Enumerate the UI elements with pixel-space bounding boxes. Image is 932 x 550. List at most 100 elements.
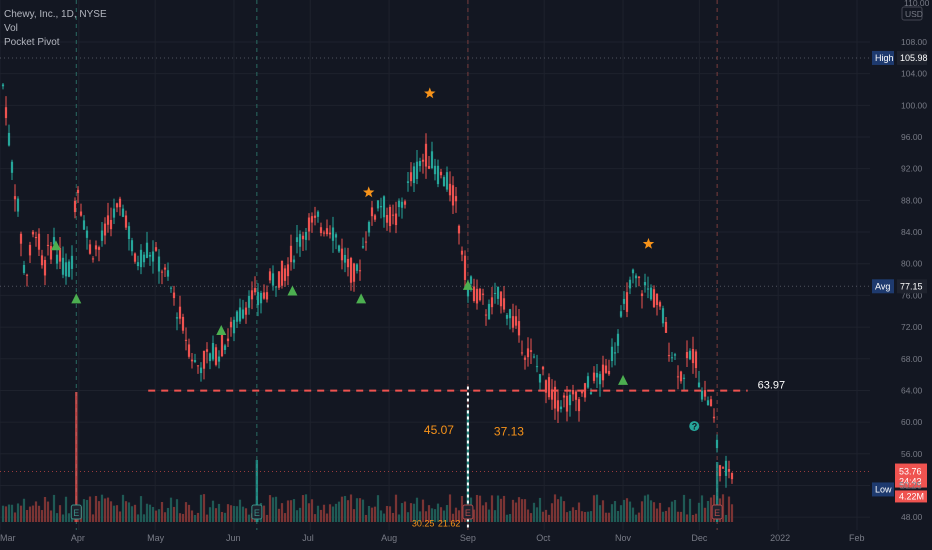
price-tick-label: 92.00 <box>901 164 923 174</box>
volume-bar <box>277 508 281 522</box>
time-tick-label: Jun <box>226 533 241 543</box>
volume-bar <box>688 498 692 522</box>
volume-spike <box>715 462 719 522</box>
volume-bar <box>445 505 449 522</box>
candle-body <box>382 196 386 218</box>
volume-bar <box>208 507 212 522</box>
earnings-badge-letter: E <box>465 508 471 518</box>
candle-body <box>202 350 206 369</box>
volume-spike <box>75 392 78 522</box>
volume-bar <box>37 505 41 522</box>
candle-body <box>85 230 89 238</box>
volume-bar <box>7 504 11 522</box>
volume-bar <box>367 505 371 522</box>
volume-bar <box>127 502 131 522</box>
candle-body <box>541 366 545 370</box>
volume-bar <box>310 499 314 522</box>
candle-body <box>301 235 305 240</box>
candle-body <box>64 262 68 277</box>
price-tick-label: 72.00 <box>901 322 923 332</box>
symbol-line[interactable]: Chewy, Inc., 1D, NYSE <box>4 9 107 20</box>
volume-bar <box>268 495 272 522</box>
volume-bar <box>337 501 341 522</box>
pocket-pivot-marker <box>216 325 227 336</box>
candle-body <box>343 254 347 263</box>
volume-bar <box>187 504 191 522</box>
candle-body <box>253 288 257 293</box>
volume-bar <box>286 500 290 522</box>
volume-bar <box>502 495 506 522</box>
volume-bar <box>475 494 479 522</box>
candle-body <box>529 350 533 352</box>
volume-bar <box>436 503 440 522</box>
volume-bar <box>613 501 617 522</box>
volume-bar <box>697 502 701 522</box>
volume-bar <box>340 496 344 522</box>
volume-bar <box>493 510 497 522</box>
price-tick-label: 100.00 <box>901 100 927 110</box>
volume-bar <box>481 505 485 522</box>
last-price-bg <box>895 463 927 488</box>
candle-body <box>670 357 674 359</box>
volume-bar <box>478 495 482 522</box>
volume-bar <box>724 514 728 522</box>
volume-bar <box>331 506 335 522</box>
volume-bar <box>487 509 491 522</box>
candle-body <box>511 316 515 328</box>
candle-body <box>667 355 671 357</box>
volume-bar <box>184 502 188 522</box>
candle-body <box>418 160 422 167</box>
volume-bar <box>547 514 551 522</box>
volume-bar <box>676 511 680 522</box>
candle-body <box>319 227 323 234</box>
candle-body <box>619 311 623 317</box>
candle-body <box>157 256 161 272</box>
support-line-label: 63.97 <box>758 380 786 392</box>
earnings-badge-letter: E <box>73 508 79 518</box>
candle-body <box>1 84 5 87</box>
candle-body <box>154 247 158 251</box>
candle-body <box>172 292 176 299</box>
avg-tag: Avg <box>875 281 890 291</box>
candle-body <box>589 392 593 395</box>
volume-bar <box>556 499 560 522</box>
candle-body <box>235 311 239 322</box>
earnings-badge <box>70 504 82 520</box>
volume-bar <box>553 494 557 522</box>
candle-body <box>178 306 182 319</box>
volume-bar <box>424 511 428 522</box>
candle-body <box>217 356 221 362</box>
candle-body <box>346 258 350 268</box>
candle-body <box>79 211 83 216</box>
indicator-label[interactable]: Pocket Pivot <box>4 37 60 48</box>
volume-bar <box>460 495 464 522</box>
candle-body <box>397 200 401 208</box>
candle-body <box>520 352 524 354</box>
volume-bar <box>220 511 224 522</box>
candle-body <box>352 263 356 282</box>
volume-bar <box>274 496 278 522</box>
candle-body <box>469 276 473 284</box>
volume-bar <box>349 494 353 522</box>
vol-label[interactable]: Vol <box>4 23 18 34</box>
volume-bar <box>691 514 695 522</box>
volume-bar <box>34 501 38 522</box>
volume-bar <box>103 498 107 522</box>
volume-bar <box>226 504 230 522</box>
candle-body <box>535 366 539 368</box>
candle-body <box>25 274 29 276</box>
candle-body <box>43 259 47 276</box>
star-marker <box>642 237 655 249</box>
candle-body <box>361 246 365 248</box>
candle-body <box>625 292 629 312</box>
volume-bar <box>88 496 92 522</box>
volume-bar <box>379 510 383 522</box>
volume-bar <box>241 506 245 522</box>
volume-bar <box>583 511 587 522</box>
price-tick-label: 96.00 <box>901 132 923 142</box>
candle-body <box>280 260 284 286</box>
candle-body <box>622 298 626 304</box>
candle-body <box>58 248 62 262</box>
volume-bar <box>325 513 329 522</box>
